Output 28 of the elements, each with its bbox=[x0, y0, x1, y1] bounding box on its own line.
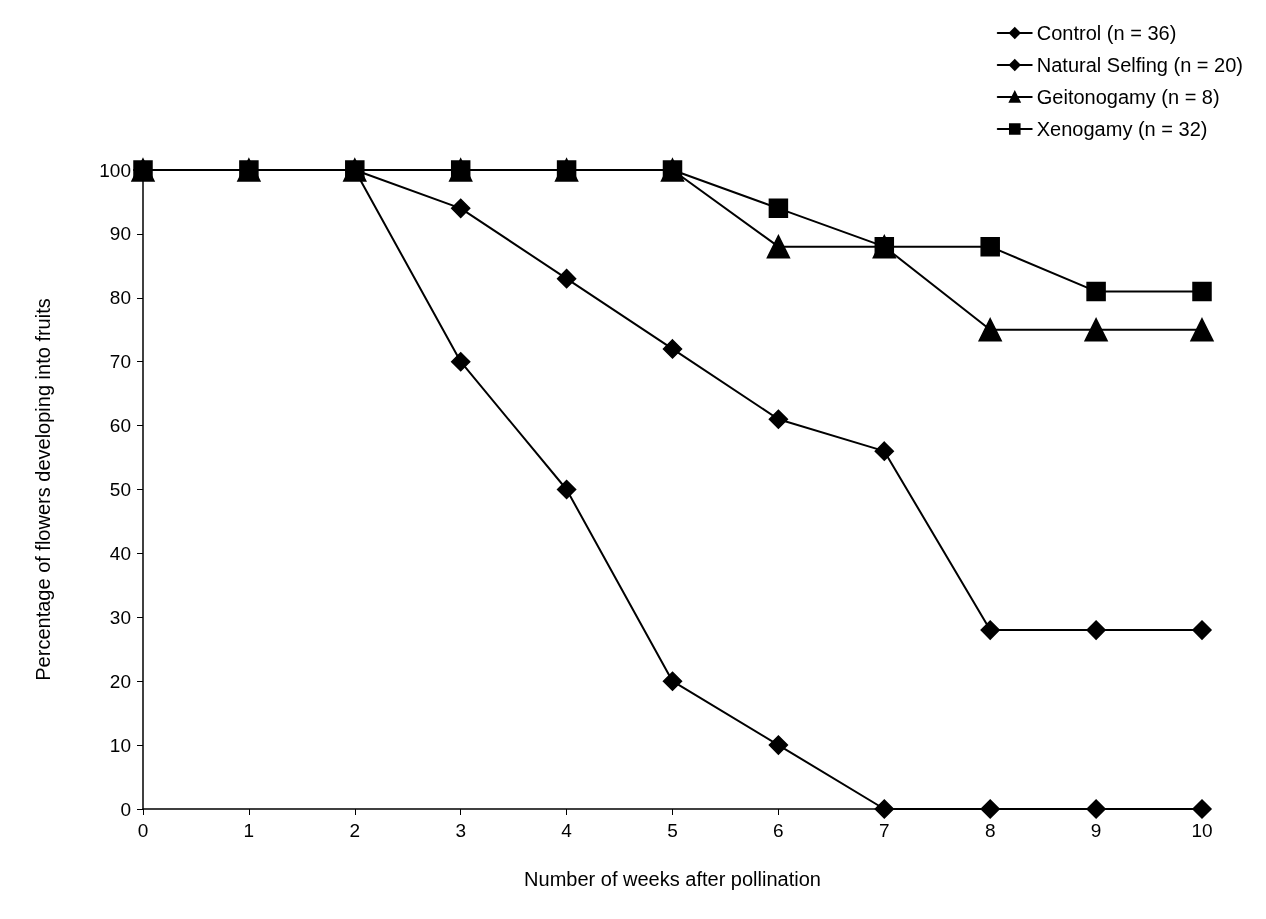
y-tick-label: 40 bbox=[109, 542, 131, 564]
x-tick-label: 4 bbox=[561, 820, 573, 841]
x-tick-label: 7 bbox=[879, 820, 890, 841]
x-tick-label: 9 bbox=[1090, 820, 1102, 841]
y-tick-label: 80 bbox=[109, 287, 131, 309]
y-tick-label: 50 bbox=[109, 479, 131, 500]
y-tick-label: 10 bbox=[109, 734, 131, 756]
y-axis-title: Percentage of flowers developing into fruits bbox=[32, 298, 54, 681]
y-tick-label: 70 bbox=[109, 351, 131, 373]
y-tick-label: 30 bbox=[109, 606, 131, 628]
legend-label: Geitonogamy (n = 8) bbox=[1036, 86, 1220, 108]
y-tick-label: 0 bbox=[120, 798, 131, 820]
legend-label: Xenogamy (n = 32) bbox=[1036, 118, 1208, 140]
x-tick-label: 10 bbox=[1191, 820, 1213, 841]
x-tick-label: 5 bbox=[667, 820, 678, 841]
x-tick-label: 8 bbox=[984, 820, 996, 841]
y-tick-label: 60 bbox=[109, 415, 131, 437]
y-tick-label: 90 bbox=[109, 223, 131, 245]
x-tick-label: 3 bbox=[455, 820, 466, 841]
x-axis-title: Number of weeks after pollination bbox=[524, 868, 821, 890]
legend-label: Natural Selfing (n = 20) bbox=[1036, 54, 1244, 76]
x-tick-label: 2 bbox=[349, 820, 361, 841]
y-tick-label: 20 bbox=[109, 670, 131, 692]
x-tick-label: 0 bbox=[137, 820, 149, 841]
x-tick-label: 1 bbox=[243, 820, 255, 841]
y-tick-label: 100 bbox=[99, 159, 131, 181]
x-tick-label: 6 bbox=[773, 820, 784, 841]
legend-label: Control (n = 36) bbox=[1036, 22, 1177, 44]
